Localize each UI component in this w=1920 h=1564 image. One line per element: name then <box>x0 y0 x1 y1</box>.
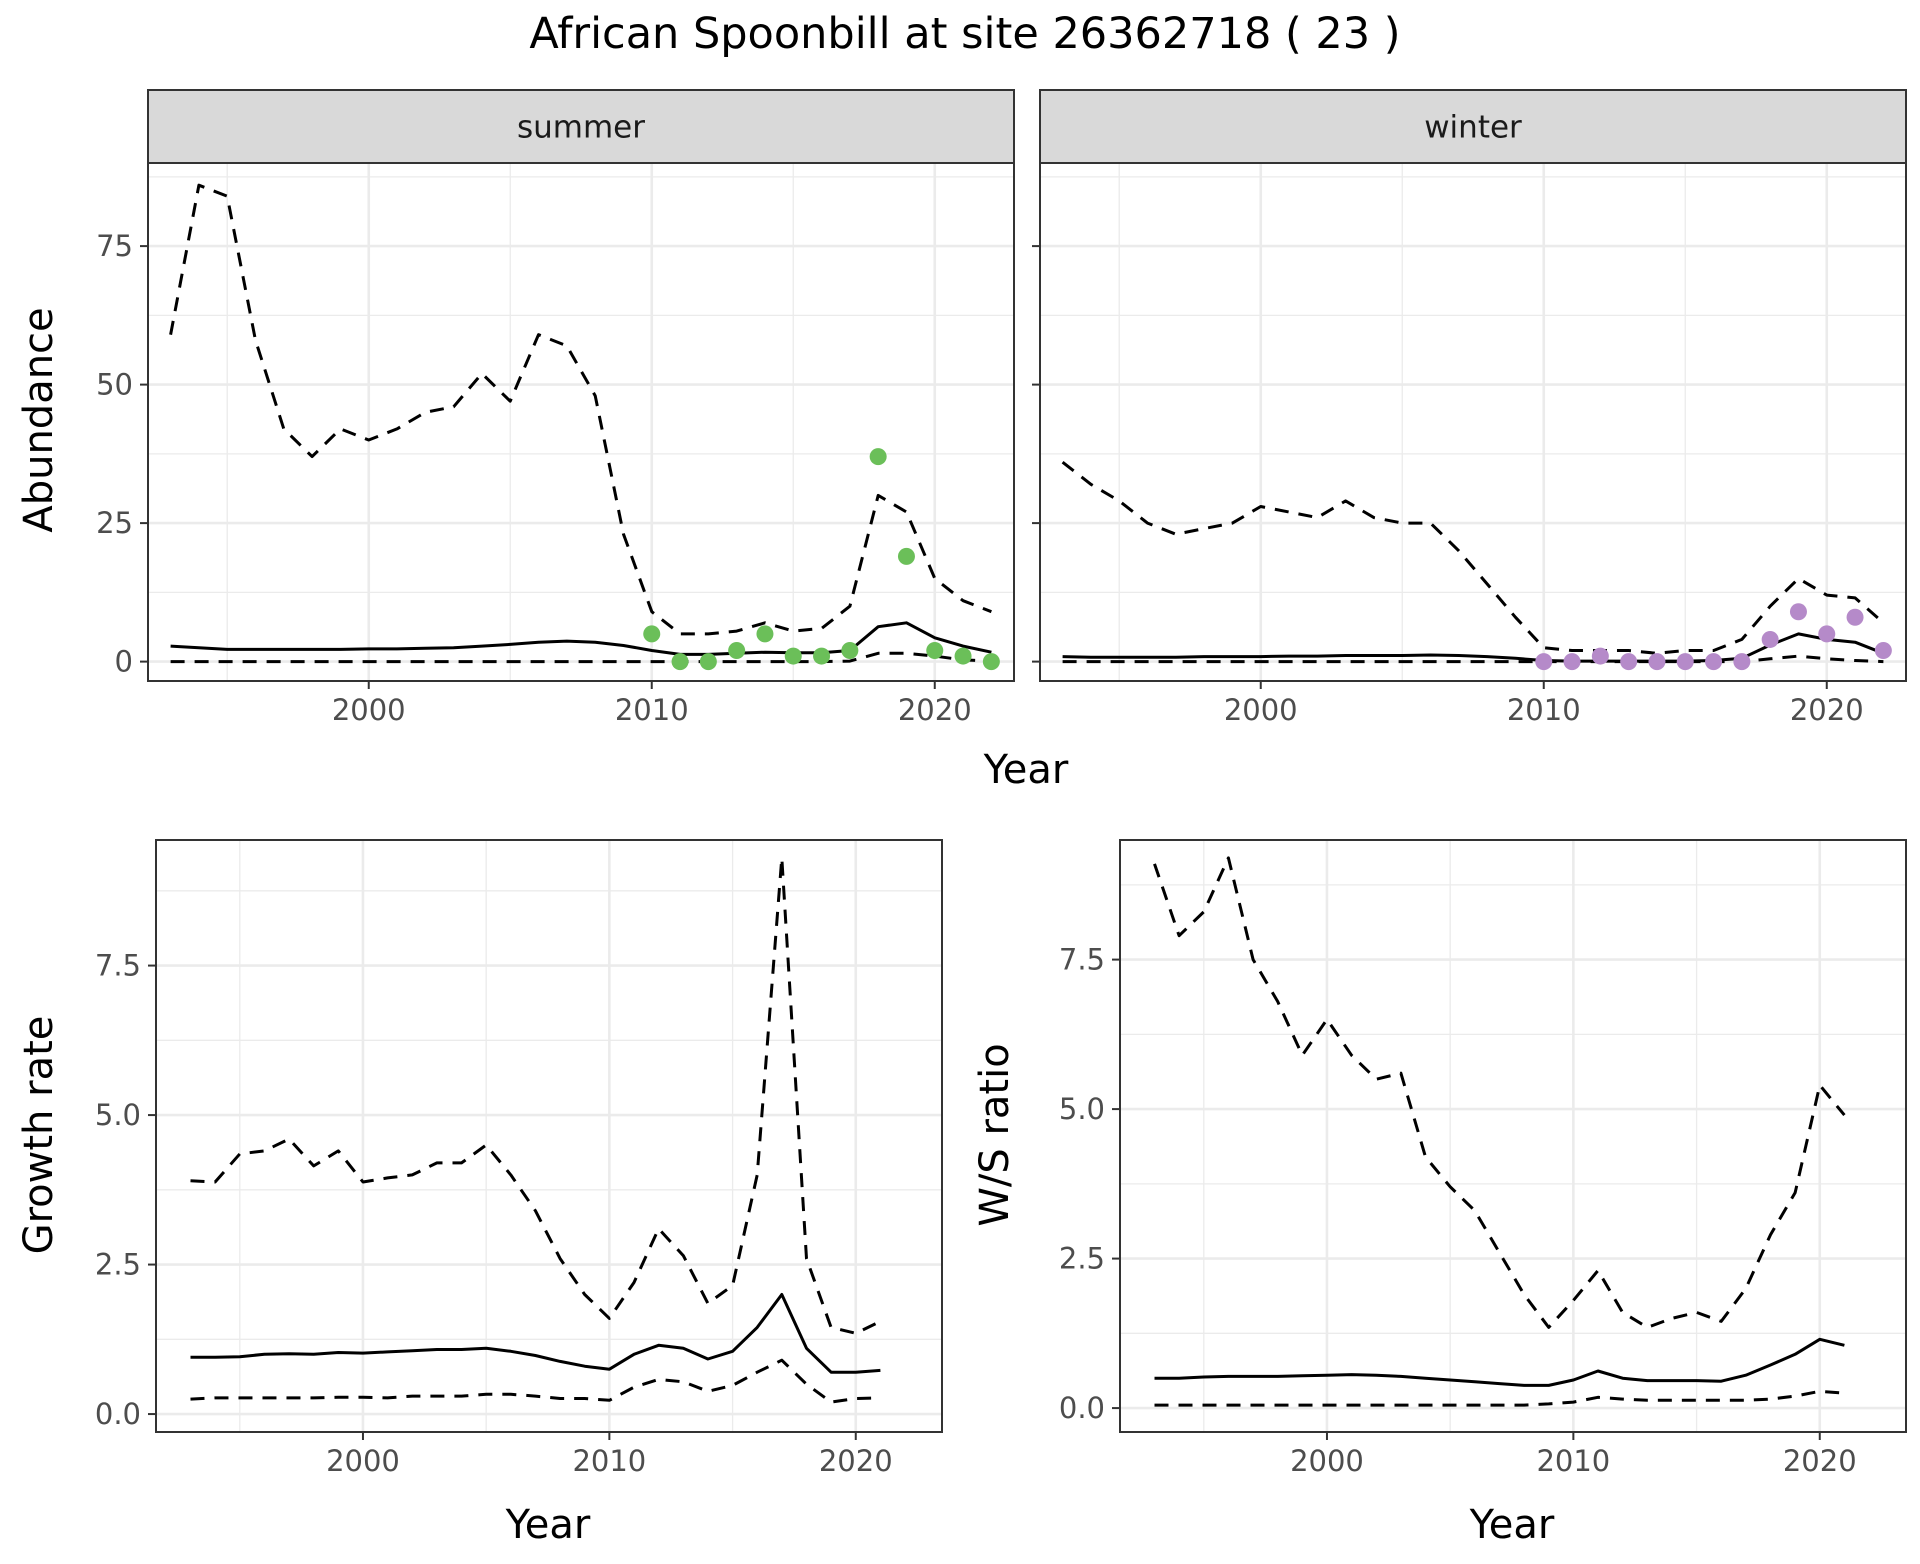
ratio-plot-area <box>1120 840 1906 1432</box>
y-tick-label: 5.0 <box>95 1098 141 1132</box>
summer-strip-label: summer <box>517 110 645 146</box>
growth-mean-line <box>190 1293 881 1374</box>
ws-ratio-panel: 2000 2010 2020 0.0 2.5 5.0 7.5 <box>1059 839 1907 1478</box>
x-tick-label: 2000 <box>332 693 406 727</box>
winter-plot-area <box>1040 163 1906 681</box>
x-tick-label: 2000 <box>326 1444 400 1478</box>
winter-observed-point <box>1733 653 1751 671</box>
ws-ratio-x-axis-title: Year <box>1469 1502 1555 1548</box>
x-tick-label: 2020 <box>898 693 972 727</box>
summer-observed-point <box>897 547 915 565</box>
y-tick-label: 7.5 <box>95 949 141 983</box>
top-x-axis-title: Year <box>983 747 1069 793</box>
summer-observed-point <box>671 653 689 671</box>
winter-observed-point <box>1535 653 1553 671</box>
summer-observed-point <box>813 647 831 665</box>
winter-observed-point <box>1620 653 1638 671</box>
y-tick-label: 2.5 <box>95 1248 141 1282</box>
summer-panel: summer 2000 2010 2020 0 25 50 75 <box>96 89 1015 727</box>
winter-observed-point <box>1818 625 1836 643</box>
growth-rate-y-axis-title: Growth rate <box>16 1016 62 1255</box>
summer-observed-point <box>784 647 802 665</box>
ratio-mean-line <box>1154 1337 1845 1387</box>
winter-upper-line <box>1061 461 1885 655</box>
winter-observed-point <box>1874 642 1892 660</box>
x-tick-label: 2010 <box>615 693 689 727</box>
growth-panel-border <box>155 839 943 1433</box>
winter-strip-label: winter <box>1424 110 1522 146</box>
y-tick-label: 7.5 <box>1059 943 1105 977</box>
winter-observed-point <box>1591 647 1609 665</box>
y-tick-label: 0.0 <box>1059 1391 1105 1425</box>
ratio-lower-line <box>1154 1389 1845 1407</box>
y-tick-label: 25 <box>96 506 133 540</box>
winter-observed-point <box>1705 653 1723 671</box>
x-tick-label: 2000 <box>1224 693 1298 727</box>
abundance-y-axis-title: Abundance <box>16 307 62 532</box>
summer-observed-point <box>954 647 972 665</box>
chart-title: African Spoonbill at site 26362718 ( 23 … <box>529 9 1400 59</box>
x-tick-label: 2020 <box>1790 693 1864 727</box>
summer-observed-point <box>643 625 661 643</box>
ws-ratio-y-axis-title: W/S ratio <box>972 1043 1018 1226</box>
growth-lower-line <box>190 1358 881 1404</box>
x-tick-label: 2010 <box>1507 693 1581 727</box>
y-tick-label: 5.0 <box>1059 1092 1105 1126</box>
winter-observed-point <box>1676 653 1694 671</box>
y-tick-label: 50 <box>96 368 133 402</box>
x-tick-label: 2020 <box>819 1444 893 1478</box>
summer-observed-point <box>982 653 1000 671</box>
y-tick-label: 0.0 <box>95 1397 141 1431</box>
x-tick-label: 2010 <box>572 1444 646 1478</box>
summer-observed-point <box>728 642 746 660</box>
summer-strip <box>147 89 1015 164</box>
summer-plot-area <box>148 163 1014 681</box>
growth-upper-line <box>190 856 882 1335</box>
y-tick-label: 0 <box>115 645 133 679</box>
winter-observed-point <box>1761 630 1779 648</box>
winter-observed-point <box>1846 608 1864 626</box>
summer-lower-line <box>170 651 992 664</box>
summer-observed-point <box>926 642 944 660</box>
x-tick-label: 2000 <box>1290 1444 1364 1478</box>
summer-observed-point <box>841 642 859 660</box>
summer-observed-point <box>699 653 717 671</box>
summer-observed-point <box>869 448 887 466</box>
winter-observed-point <box>1648 653 1666 671</box>
x-tick-label: 2010 <box>1536 1444 1610 1478</box>
growth-rate-x-axis-title: Year <box>505 1502 591 1548</box>
x-tick-label: 2020 <box>1783 1444 1857 1478</box>
winter-strip <box>1039 89 1907 164</box>
winter-panel: winter 2000 2010 2020 <box>1032 89 1907 727</box>
growth-plot-area <box>156 840 942 1432</box>
summer-upper-line <box>169 183 992 636</box>
winter-observed-point <box>1563 653 1581 671</box>
y-tick-label: 2.5 <box>1059 1242 1105 1276</box>
ratio-panel-border <box>1119 839 1907 1433</box>
growth-rate-panel: 2000 2010 2020 0.0 2.5 5.0 7.5 <box>95 839 943 1478</box>
winter-observed-point <box>1789 603 1807 621</box>
y-tick-label: 75 <box>96 229 133 263</box>
summer-observed-point <box>756 625 774 643</box>
